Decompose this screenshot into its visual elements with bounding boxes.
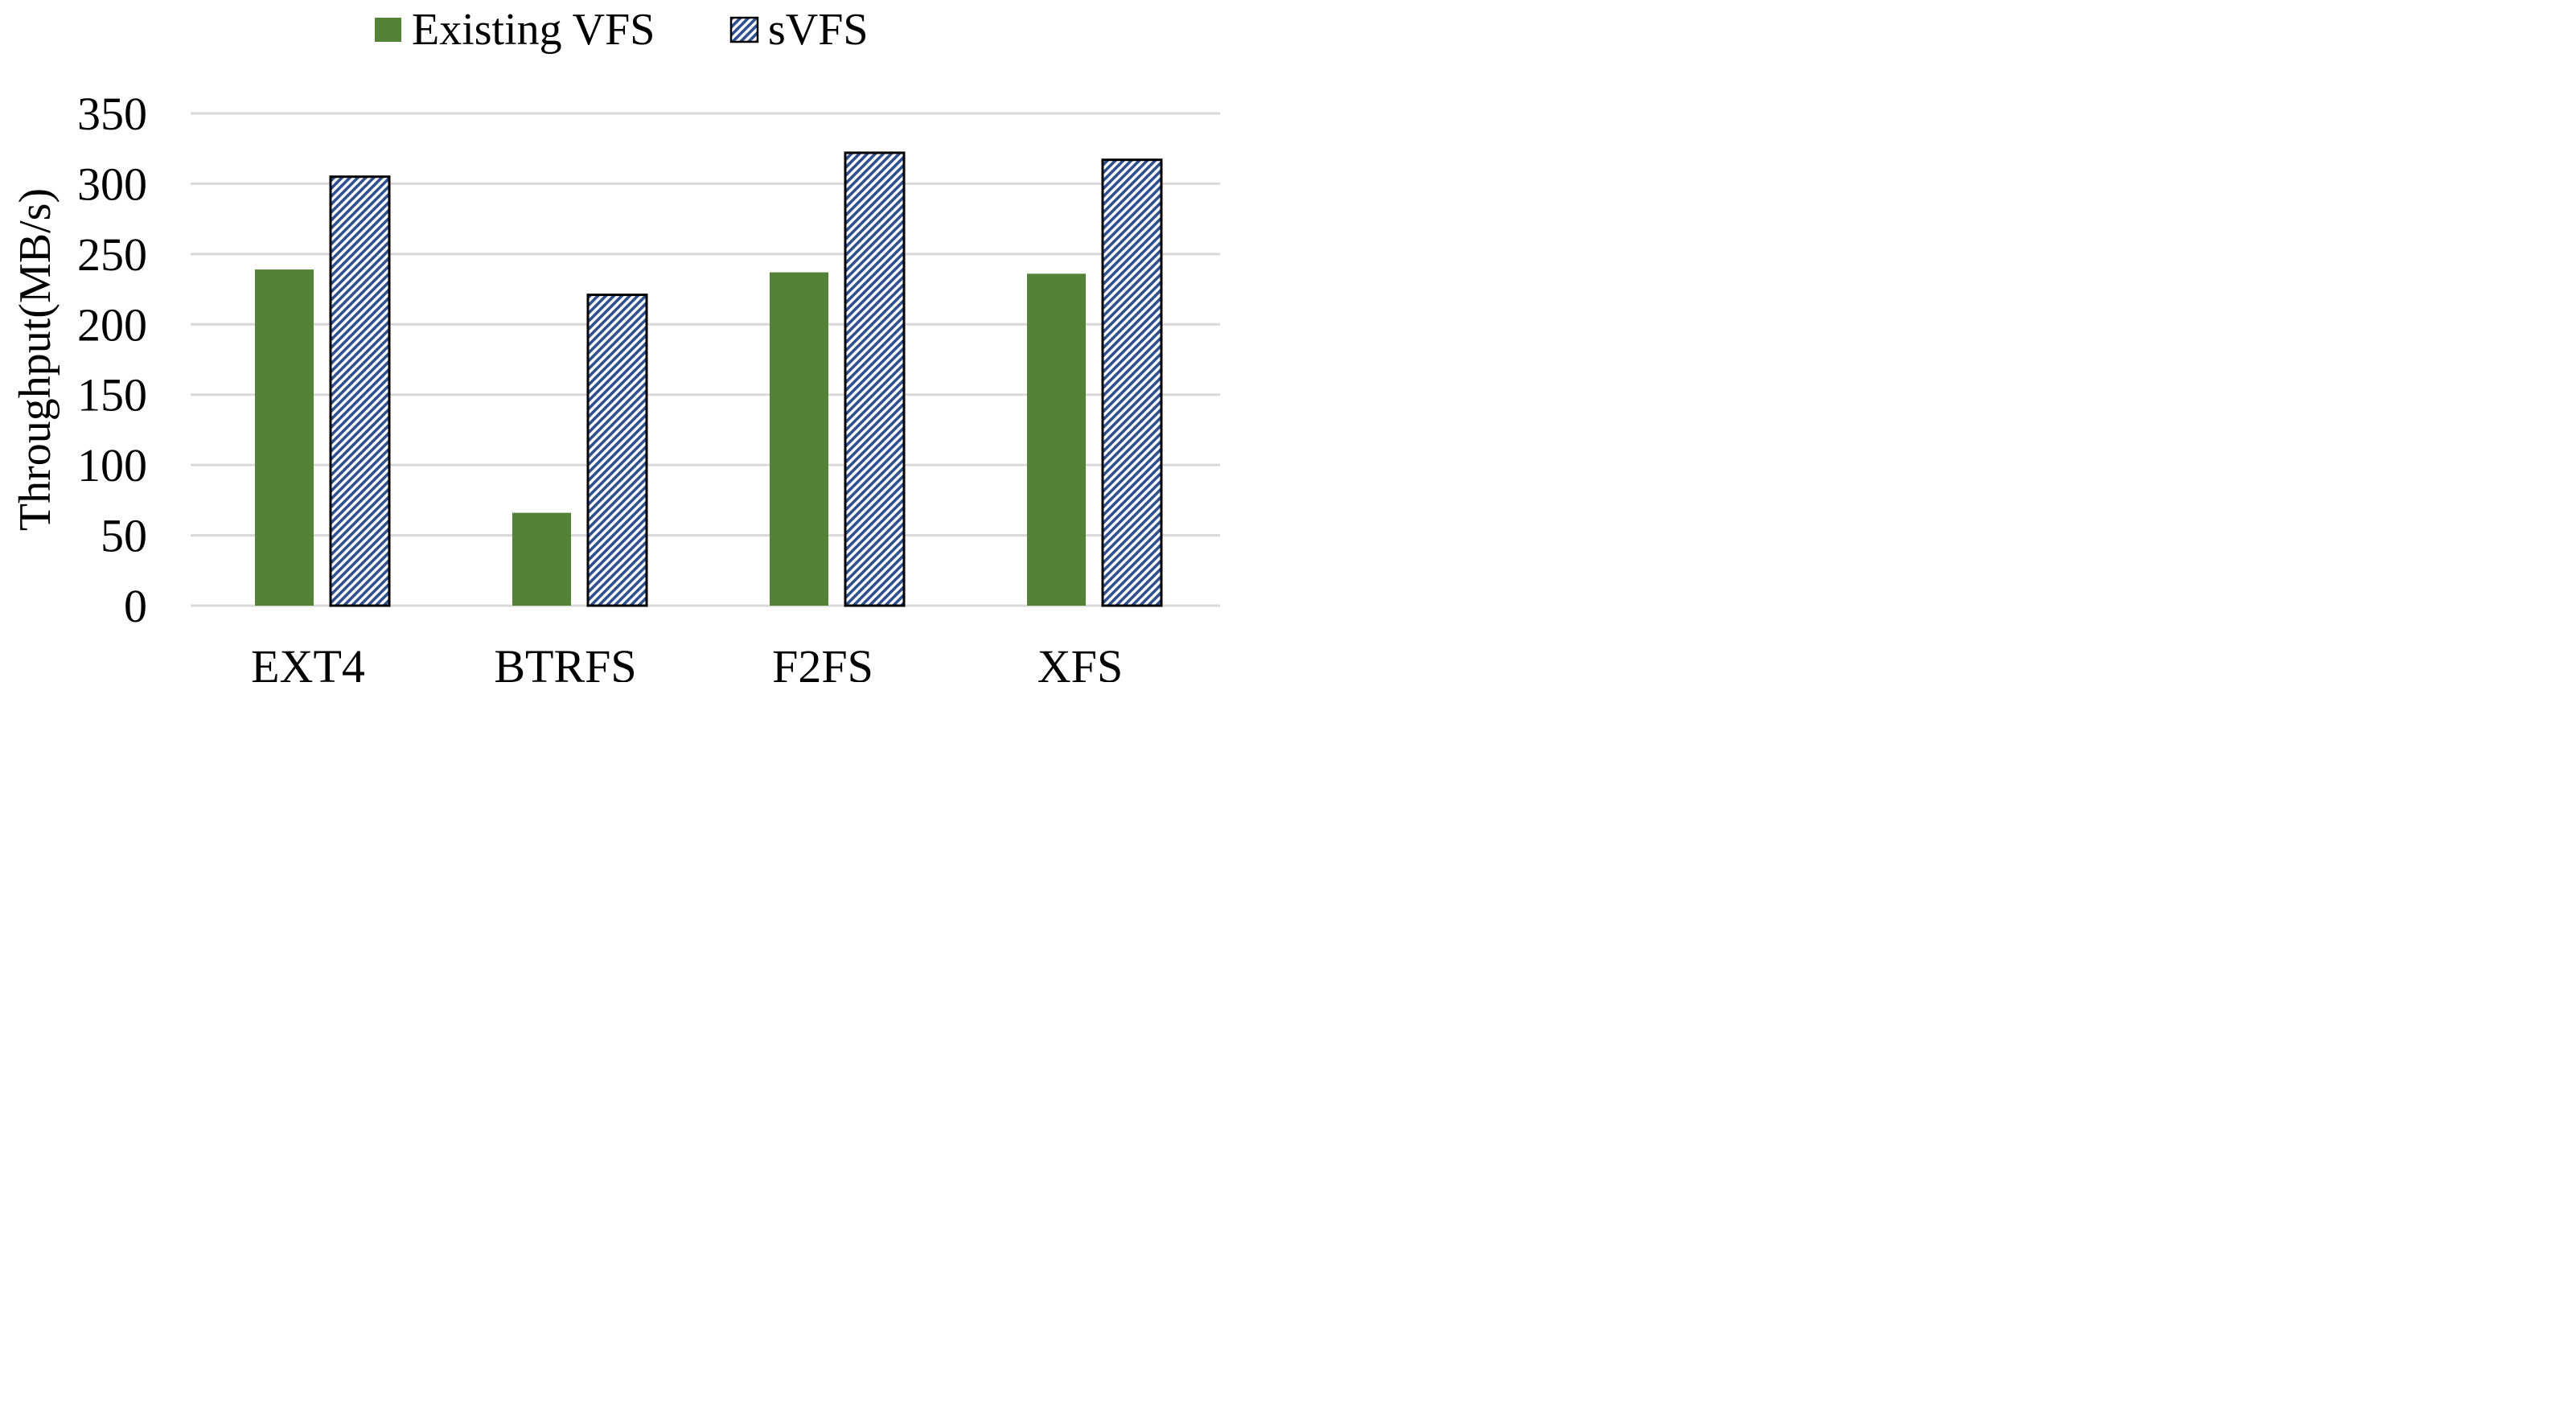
- x-axis: EXT4 BTRFS F2FS XFS: [251, 640, 1123, 682]
- legend-label-existing-vfs: Existing VFS: [412, 5, 655, 55]
- y-tick-label: 0: [124, 580, 147, 632]
- bar-existing-vfs-xfs: [1027, 273, 1086, 606]
- y-tick-label: 350: [77, 88, 147, 140]
- chart-container: 0 50 100 150 200 250 300 350 EXT4 BTRFS F2FS XFS E…: [0, 0, 1257, 682]
- legend-swatch-svfs: [729, 16, 759, 43]
- y-tick-label: 50: [101, 510, 147, 562]
- x-tick-label: BTRFS: [494, 640, 636, 682]
- y-tick-label: 300: [77, 158, 147, 210]
- bar-svfs-ext4: [329, 175, 391, 607]
- legend-swatch-existing-vfs: [375, 18, 401, 42]
- bar-svfs-xfs: [1101, 158, 1163, 607]
- y-tick-label: 100: [77, 439, 147, 491]
- bar-existing-vfs-ext4: [255, 269, 314, 606]
- x-tick-label: XFS: [1037, 640, 1123, 682]
- x-tick-label: F2FS: [772, 640, 873, 682]
- bar-svfs-btrfs: [586, 294, 648, 607]
- y-tick-label: 150: [77, 369, 147, 421]
- bars: [255, 151, 1163, 607]
- legend-label-svfs: sVFS: [768, 5, 869, 55]
- y-tick-label: 200: [77, 298, 147, 351]
- legend: Existing VFS sVFS: [375, 5, 869, 55]
- bar-existing-vfs-f2fs: [770, 272, 828, 606]
- y-tick-label: 250: [77, 228, 147, 281]
- bar-svfs-f2fs: [844, 151, 906, 607]
- x-tick-label: EXT4: [251, 640, 365, 682]
- y-axis-title: Throughput(MB/s): [10, 188, 60, 531]
- bar-existing-vfs-btrfs: [512, 512, 571, 606]
- bar-chart: 0 50 100 150 200 250 300 350 EXT4 BTRFS F2FS XFS E…: [10, 5, 1220, 682]
- y-axis: 0 50 100 150 200 250 300 350: [77, 88, 147, 632]
